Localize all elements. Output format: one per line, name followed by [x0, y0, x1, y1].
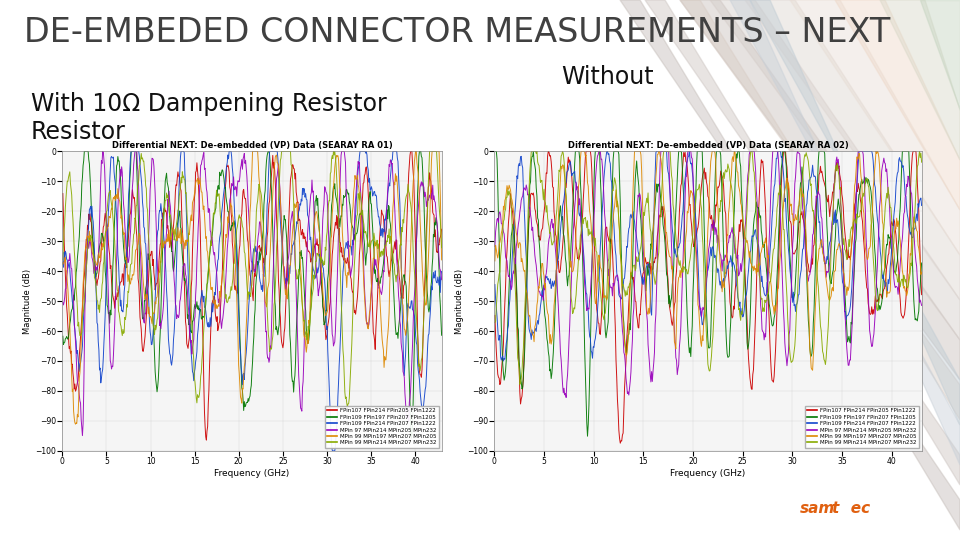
Polygon shape	[835, 0, 960, 210]
Y-axis label: Magnitude (dB): Magnitude (dB)	[23, 268, 33, 334]
Polygon shape	[790, 0, 960, 255]
Polygon shape	[880, 0, 960, 160]
Polygon shape	[645, 0, 960, 485]
X-axis label: Frequency (GHz): Frequency (GHz)	[214, 469, 290, 478]
Polygon shape	[710, 0, 960, 340]
Legend: FPin107 FPin214 FPin205 FPin1222, FPin109 FPin197 FPin207 FPin1205, FPin109 FPin: FPin107 FPin214 FPin205 FPin1222, FPin10…	[804, 406, 919, 448]
Title: Differential NEXT: De-embedded (VP) Data (SEARAY RA 01): Differential NEXT: De-embedded (VP) Data…	[111, 141, 393, 151]
Polygon shape	[730, 0, 960, 465]
Text: With 10Ω Dampening Resistor
Resistor: With 10Ω Dampening Resistor Resistor	[31, 92, 387, 144]
Text: sam: sam	[800, 502, 835, 516]
X-axis label: Frequency (GHz): Frequency (GHz)	[670, 469, 746, 478]
Polygon shape	[750, 0, 960, 425]
Text: Without: Without	[562, 65, 654, 89]
Title: Differential NEXT: De-embedded (VP) Data (SEARAY RA 02): Differential NEXT: De-embedded (VP) Data…	[567, 141, 849, 151]
Y-axis label: Magnitude (dB): Magnitude (dB)	[455, 268, 465, 334]
Polygon shape	[680, 0, 960, 380]
Legend: FPin107 FPin214 FPin205 FPin1222, FPin109 FPin197 FPin207 FPin1205, FPin109 FPin: FPin107 FPin214 FPin205 FPin1222, FPin10…	[324, 406, 439, 448]
Polygon shape	[620, 0, 960, 530]
Text: ec: ec	[835, 502, 871, 516]
Polygon shape	[680, 0, 960, 420]
Text: DE-EMBEDED CONNECTOR MEASUREMENTS – NEXT: DE-EMBEDED CONNECTOR MEASUREMENTS – NEXT	[24, 16, 890, 49]
Polygon shape	[745, 0, 960, 300]
Text: t: t	[831, 502, 839, 516]
Polygon shape	[920, 0, 960, 110]
